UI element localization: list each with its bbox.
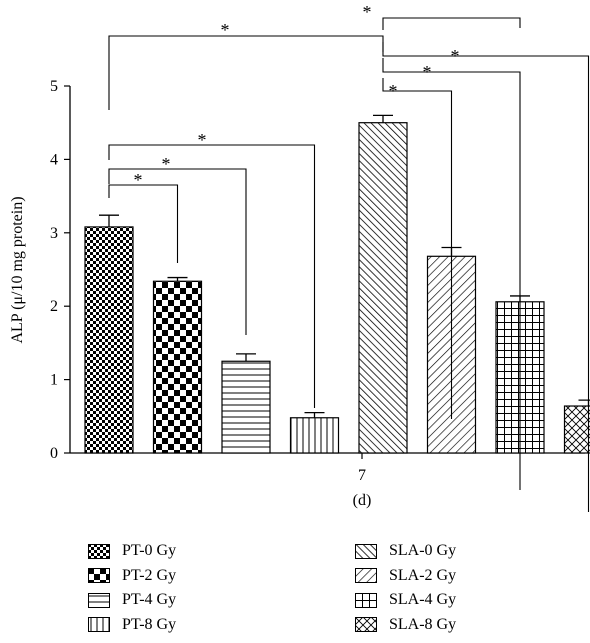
legend: PT-0 Gy PT-2 Gy PT-4 Gy PT-8 Gy SLA-0 Gy SLA-… — [0, 512, 590, 643]
significance-star: * — [451, 46, 460, 66]
significance-bracket — [382, 78, 453, 419]
significance-brackets: * * * * * * * * — [108, 2, 590, 512]
legend-swatch — [355, 568, 377, 583]
significance-star: * — [389, 81, 398, 101]
y-tick-label: 0 — [50, 445, 58, 462]
legend-item: PT-2 Gy — [88, 565, 176, 587]
legend-label: PT-0 Gy — [122, 542, 177, 559]
significance-star: * — [221, 20, 230, 40]
legend-item: SLA-8 Gy — [355, 614, 456, 636]
significance-star: * — [162, 154, 171, 174]
y-tick-label: 4 — [50, 151, 58, 168]
x-tick-label: 7 — [358, 467, 366, 484]
legend-label: PT-4 Gy — [122, 591, 177, 608]
significance-star: * — [198, 130, 207, 150]
significance-star: * — [363, 2, 372, 22]
legend-swatch — [355, 543, 377, 559]
legend-item: SLA-2 Gy — [355, 565, 456, 587]
legend-label: SLA-0 Gy — [389, 542, 457, 559]
significance-bracket — [108, 184, 179, 263]
bar-pt-8gy — [289, 417, 340, 454]
legend-label: SLA-4 Gy — [389, 591, 457, 608]
legend-label: PT-8 Gy — [122, 615, 177, 633]
bar-sla-0gy — [358, 122, 408, 454]
legend-swatch — [355, 617, 377, 632]
bar-sla-8gy — [563, 405, 590, 454]
bar-pt-0gy — [84, 226, 134, 454]
legend-swatch — [88, 617, 110, 632]
legend-swatch — [88, 543, 110, 559]
y-tick-label: 3 — [50, 225, 58, 242]
legend-item: SLA-0 Gy — [355, 540, 456, 562]
legend-label: PT-2 Gy — [122, 566, 177, 584]
legend-item: PT-8 Gy — [88, 614, 176, 636]
legend-item: PT-4 Gy — [88, 589, 176, 611]
panel-label: (d) — [353, 492, 372, 509]
significance-bracket — [382, 58, 521, 490]
bar-pt-4gy — [221, 360, 271, 454]
legend-swatch — [88, 592, 110, 608]
legend-swatch — [88, 568, 110, 583]
bar-pt-2gy — [152, 280, 203, 454]
significance-star: * — [134, 170, 143, 190]
significance-bracket — [108, 144, 316, 408]
y-tick-label: 5 — [50, 78, 58, 95]
legend-item: PT-0 Gy — [88, 540, 176, 562]
y-tick-label: 1 — [50, 372, 58, 389]
legend-item: SLA-4 Gy — [355, 589, 456, 611]
legend-swatch — [355, 592, 377, 608]
significance-star: * — [423, 62, 432, 82]
significance-bracket — [382, 17, 521, 30]
significance-bracket — [108, 168, 247, 335]
significance-bracket — [382, 42, 590, 512]
y-tick-label: 2 — [50, 298, 58, 315]
legend-label: SLA-8 Gy — [389, 615, 457, 633]
legend-label: SLA-2 Gy — [389, 566, 457, 584]
y-axis-label: ALP (μ/10 mg protein) — [9, 196, 26, 343]
significance-bracket — [108, 35, 384, 110]
